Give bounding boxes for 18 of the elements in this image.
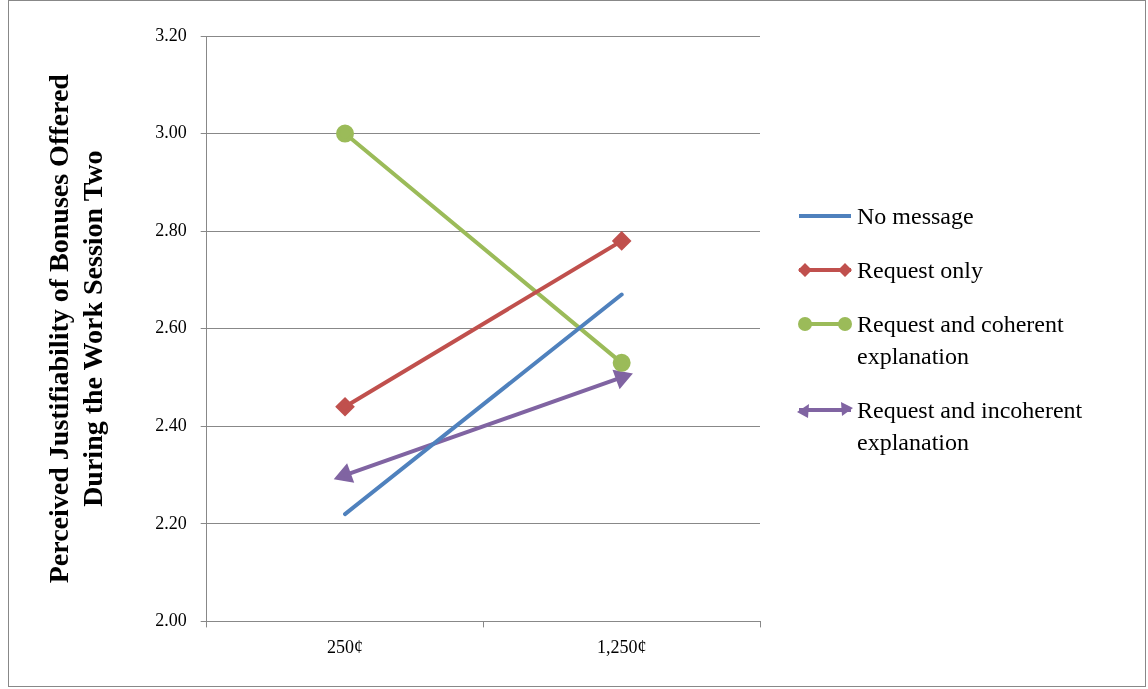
y-tick-label: 2.00 — [155, 610, 187, 631]
legend-label: Request and incoherent explanation — [857, 396, 1084, 457]
x-tick-label: 1,250¢ — [596, 636, 647, 657]
y-tick-label: 3.00 — [155, 122, 187, 143]
point — [612, 353, 631, 372]
y-axis-title: Perceived Justifiability of Bonuses Offered During the Work Session Two — [43, 73, 108, 584]
y-tick-label: 2.40 — [155, 415, 187, 435]
legend-label: No message — [857, 202, 974, 231]
y-tick-label: 2.80 — [155, 219, 187, 240]
legend-label: Request only — [857, 256, 983, 285]
y-tick-label: 2.20 — [155, 512, 187, 533]
point — [612, 231, 631, 250]
legend-label: Request and coherent explanation — [857, 310, 1065, 371]
point — [336, 397, 355, 416]
point — [336, 124, 355, 143]
x-tick-label: 250¢ — [327, 636, 364, 657]
y-tick-label: 3.20 — [155, 24, 187, 45]
y-tick-label: 2.60 — [155, 317, 187, 338]
